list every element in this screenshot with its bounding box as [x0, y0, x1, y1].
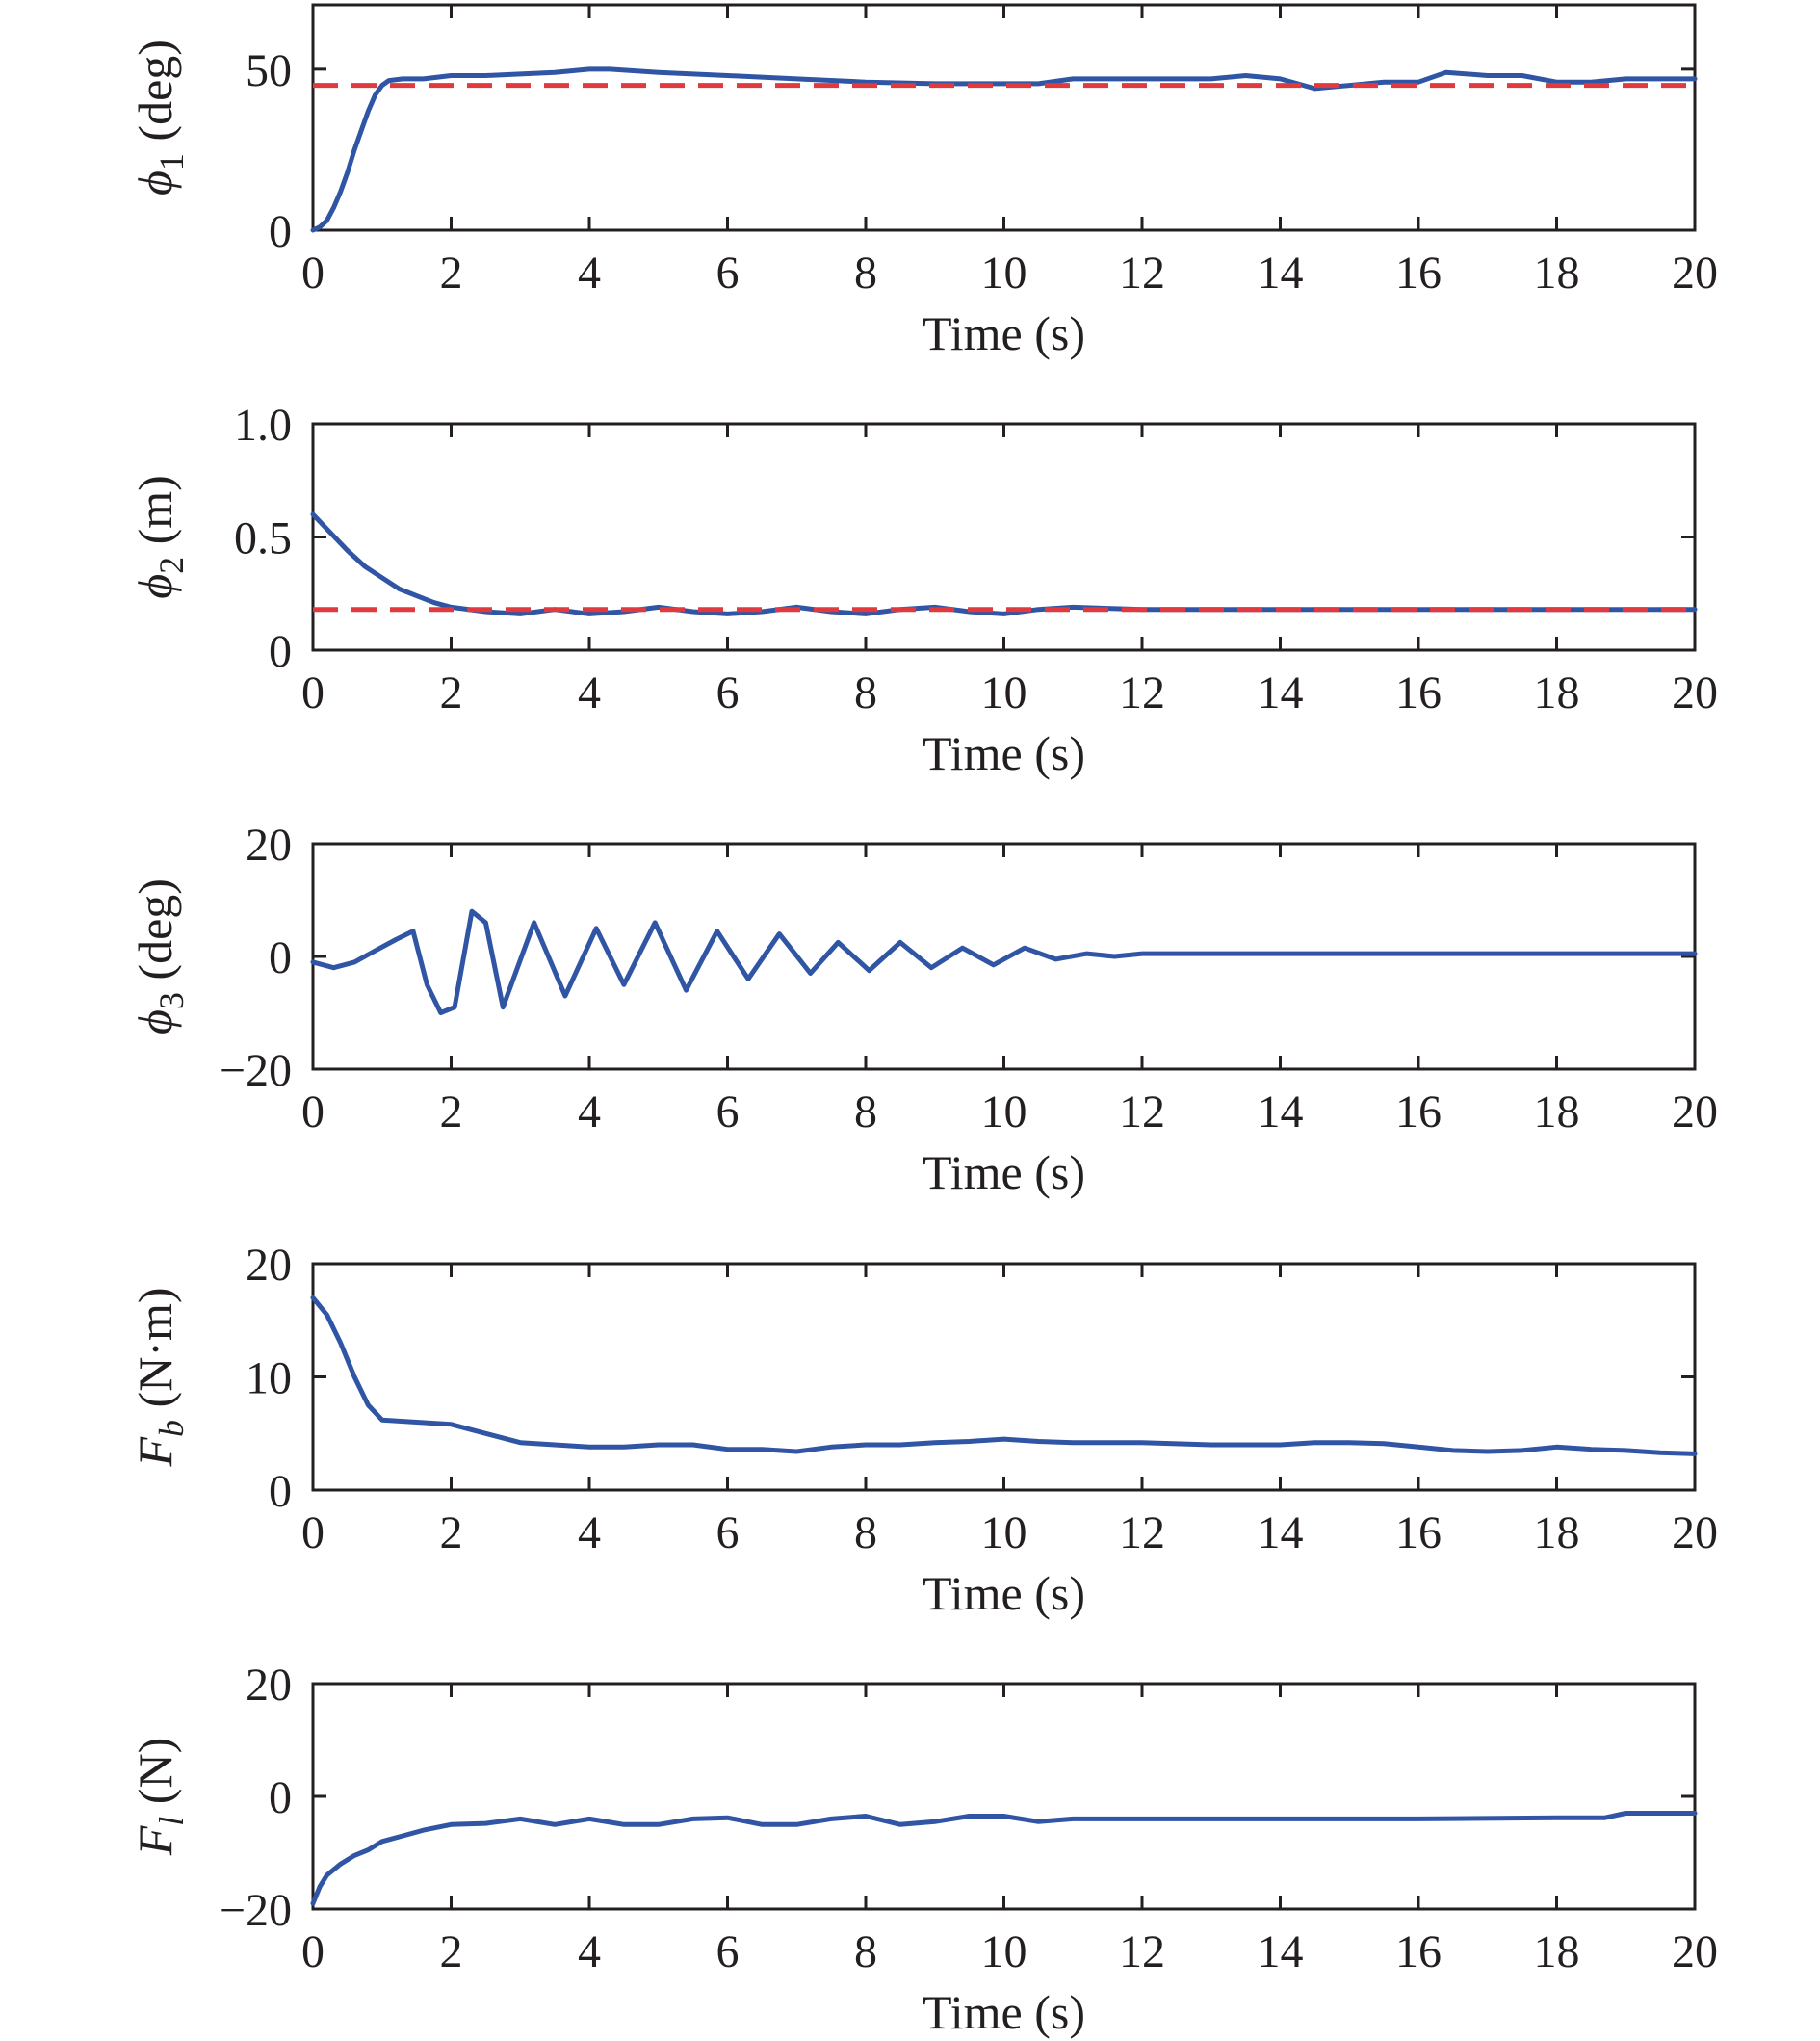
y-axis-title: Fb (N·m)	[128, 1288, 191, 1468]
x-tick-label: 0	[301, 1507, 325, 1558]
y-axis-title: ϕ3 (deg)	[128, 878, 191, 1034]
x-tick-label: 16	[1395, 1926, 1442, 1977]
plot-frame	[311, 1682, 1697, 1911]
panel-2: 0 2 4 6 8 10 12 14 16 18 20 0 0.5 1.0 Time (s) ϕ2 (m)	[128, 400, 1718, 780]
x-tick-label: 0	[301, 1086, 325, 1138]
x-tick-label: 20	[1672, 667, 1718, 719]
x-tick-label: 0	[301, 667, 325, 719]
x-tick-label: 2	[440, 667, 463, 719]
x-tick-label: 18	[1534, 1086, 1580, 1138]
x-tick-label: 18	[1534, 1926, 1580, 1977]
x-tick-label: 16	[1395, 1086, 1442, 1138]
x-tick-label: 6	[716, 667, 740, 719]
series-line	[310, 66, 1698, 233]
x-tick-label: 4	[578, 1086, 601, 1138]
x-tick-label: 16	[1395, 248, 1442, 299]
y-tick-label: 10	[246, 1353, 292, 1404]
x-tick-label: 2	[440, 1086, 463, 1138]
x-tick-label: 16	[1395, 1507, 1442, 1558]
x-tick-label: 12	[1119, 667, 1165, 719]
x-tick-label: 8	[854, 667, 877, 719]
y-axis-title: ϕ2 (m)	[128, 475, 191, 599]
x-tick-label: 8	[854, 1086, 877, 1138]
y-tick-label: 0	[269, 932, 292, 983]
plot-frame	[311, 3, 1697, 232]
x-tick-label: 0	[301, 1926, 325, 1977]
x-tick-label: 4	[578, 667, 601, 719]
x-tick-label: 4	[578, 1507, 601, 1558]
panel-1: 0 2 4 6 8 10 12 14 16 18 20 0 50 Time (s) ϕ1 (deg)	[128, 3, 1718, 360]
x-tick-label: 6	[716, 248, 740, 299]
y-tick-label: 50	[246, 45, 292, 96]
y-tick-label: −20	[220, 1885, 292, 1936]
x-axis-title: Time (s)	[923, 1985, 1085, 2039]
x-tick-label: 10	[981, 1507, 1027, 1558]
x-tick-label: 20	[1672, 1086, 1718, 1138]
x-axis-title: Time (s)	[923, 1145, 1085, 1199]
y-tick-label: 0	[269, 206, 292, 257]
x-tick-label: 12	[1119, 1926, 1165, 1977]
plot-frame	[311, 1262, 1697, 1492]
y-tick-label: 0	[269, 626, 292, 677]
panel-4: 0 2 4 6 8 10 12 14 16 18 20 0 10 20 Time (s) Fb (N·m)	[128, 1240, 1718, 1620]
x-tick-label: 20	[1672, 248, 1718, 299]
x-tick-label: 8	[854, 248, 877, 299]
x-axis-title: Time (s)	[923, 726, 1085, 780]
x-tick-label: 2	[440, 1926, 463, 1977]
x-axis-title: Time (s)	[923, 1566, 1085, 1620]
series-line	[310, 1811, 1698, 1906]
x-tick-label: 14	[1258, 667, 1304, 719]
x-tick-label: 2	[440, 1507, 463, 1558]
x-tick-label: 10	[981, 248, 1027, 299]
x-tick-label: 2	[440, 248, 463, 299]
x-tick-label: 6	[716, 1507, 740, 1558]
x-tick-label: 14	[1258, 1086, 1304, 1138]
y-tick-label: 20	[246, 820, 292, 871]
series-line	[310, 908, 1698, 1015]
x-tick-label: 12	[1119, 1086, 1165, 1138]
x-axis-title: Time (s)	[923, 306, 1085, 360]
y-axis-title: Fl (N)	[128, 1738, 191, 1856]
y-tick-label: −20	[220, 1045, 292, 1096]
x-tick-label: 6	[716, 1926, 740, 1977]
y-tick-label: 1.0	[234, 400, 292, 451]
x-tick-label: 12	[1119, 248, 1165, 299]
y-tick-label: 20	[246, 1660, 292, 1711]
x-tick-label: 18	[1534, 248, 1580, 299]
y-tick-label: 0	[269, 1772, 292, 1823]
series-line	[310, 1295, 1698, 1456]
x-tick-label: 10	[981, 1086, 1027, 1138]
x-tick-label: 12	[1119, 1507, 1165, 1558]
x-tick-label: 20	[1672, 1926, 1718, 1977]
x-tick-label: 10	[981, 667, 1027, 719]
x-tick-label: 4	[578, 1926, 601, 1977]
x-tick-label: 16	[1395, 667, 1442, 719]
x-tick-label: 14	[1258, 1926, 1304, 1977]
x-tick-label: 8	[854, 1507, 877, 1558]
x-tick-label: 20	[1672, 1507, 1718, 1558]
x-tick-label: 0	[301, 248, 325, 299]
y-tick-label: 0	[269, 1466, 292, 1517]
x-tick-label: 18	[1534, 1507, 1580, 1558]
x-tick-label: 14	[1258, 1507, 1304, 1558]
y-tick-label: 20	[246, 1240, 292, 1291]
x-tick-label: 6	[716, 1086, 740, 1138]
x-tick-label: 18	[1534, 667, 1580, 719]
x-tick-label: 4	[578, 248, 601, 299]
x-tick-label: 14	[1258, 248, 1304, 299]
y-axis-title: ϕ1 (deg)	[128, 39, 191, 196]
x-tick-label: 8	[854, 1926, 877, 1977]
y-tick-label: 0.5	[234, 513, 292, 564]
series-line	[310, 511, 1698, 616]
x-tick-label: 10	[981, 1926, 1027, 1977]
